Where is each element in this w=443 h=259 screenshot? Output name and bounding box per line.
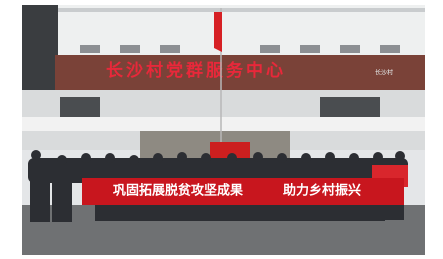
banner-left: 巩固拓展脱贫攻坚成果 [113,183,243,199]
eave [58,8,425,12]
photo: 长沙村党群服务中心 长沙村 巩固拓展脱贫攻坚成果 助力乡村振兴 [0,0,443,259]
sign-title: 长沙村党群服务中心 [106,60,286,81]
railing [22,117,425,131]
door [320,97,380,117]
upper-floor [58,5,425,57]
sign-logo: 长沙村 [375,69,393,77]
door [60,97,100,117]
flag [214,12,222,52]
banner-right: 助力乡村振兴 [283,183,361,199]
legs [95,205,385,221]
